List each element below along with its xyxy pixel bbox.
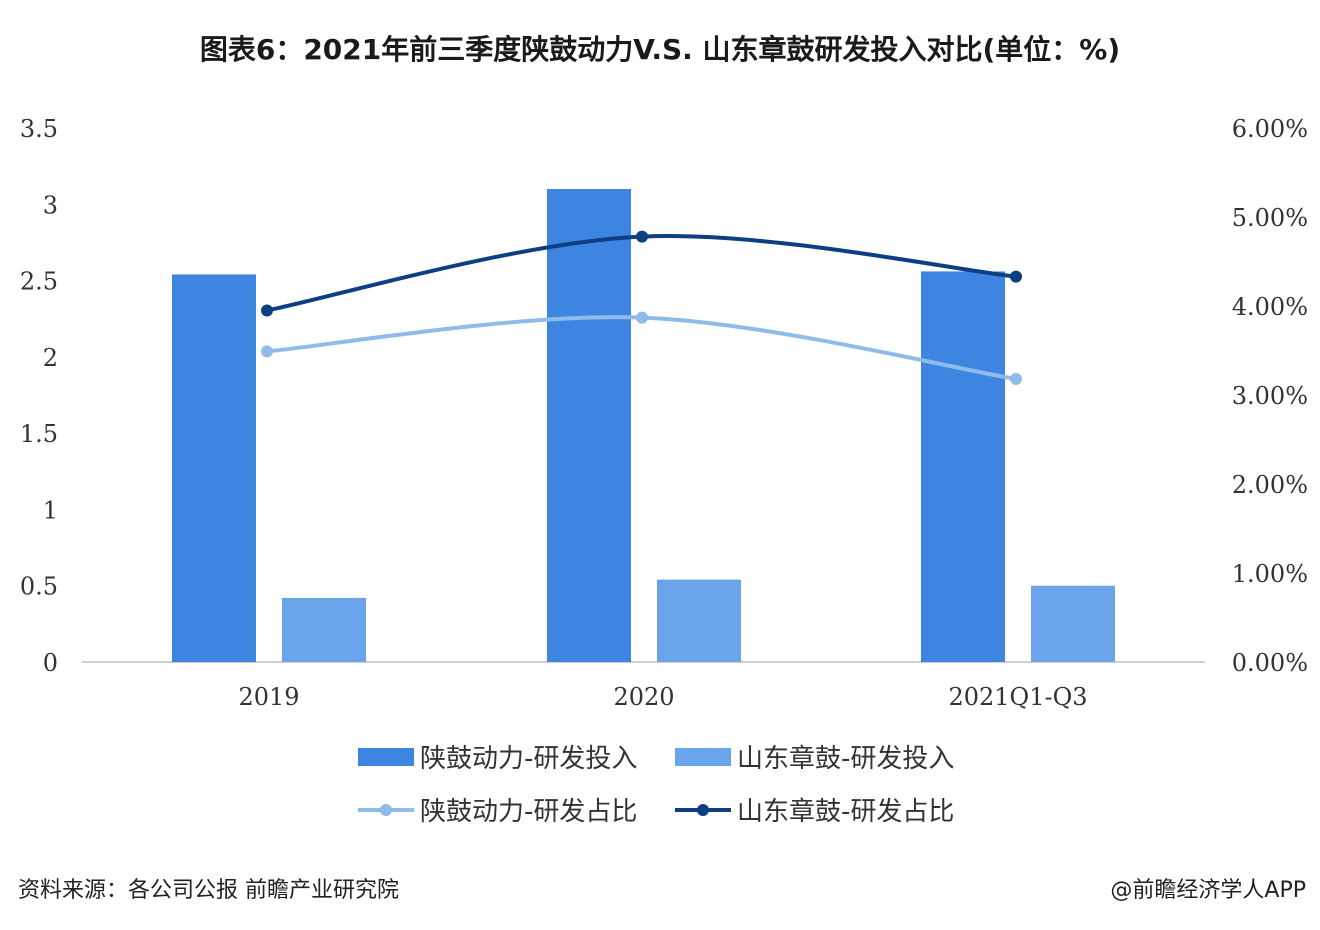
bar (282, 597, 366, 662)
left-tick-label: 1 (43, 496, 58, 524)
bar (547, 189, 631, 662)
series-line (266, 315, 1017, 381)
bar (657, 579, 741, 662)
legend-label: 陕鼓动力-研发占比 (420, 797, 637, 827)
source-note: 资料来源：各公司公报 前瞻产业研究院 (18, 878, 399, 903)
line-point (1010, 372, 1022, 385)
bar (1031, 585, 1115, 662)
line-point (1010, 270, 1022, 283)
line-point (261, 304, 273, 317)
left-axis: 0 0.5 1 1.5 2 2.5 3 3.5 (20, 115, 58, 677)
legend-marker (380, 804, 392, 816)
series-line (266, 234, 1017, 313)
x-tick-label: 2021Q1-Q3 (948, 683, 1087, 711)
legend-swatch (358, 748, 414, 766)
credit-note: @前瞻经济学人APP (1110, 878, 1306, 903)
right-tick-label: 3.00% (1232, 382, 1308, 410)
right-tick-label: 1.00% (1232, 560, 1308, 588)
line-point (636, 311, 648, 324)
x-tick-label: 2019 (238, 683, 299, 711)
legend-label: 陕鼓动力-研发投入 (420, 744, 637, 774)
legend-label: 山东章鼓-研发占比 (737, 797, 954, 827)
right-tick-label: 4.00% (1232, 293, 1308, 321)
line-layer (261, 230, 1022, 385)
chart-title: 图表6：2021年前三季度陕鼓动力V.S. 山东章鼓研发投入对比(单位：%) (199, 33, 1121, 66)
left-tick-label: 1.5 (20, 420, 58, 448)
right-tick-label: 2.00% (1232, 471, 1308, 499)
x-tick-label: 2020 (613, 683, 674, 711)
left-tick-label: 0.5 (20, 573, 58, 601)
right-tick-label: 5.00% (1232, 204, 1308, 232)
bar (921, 271, 1005, 662)
bar (172, 274, 256, 662)
left-tick-label: 0 (43, 649, 58, 677)
right-tick-label: 6.00% (1232, 115, 1308, 143)
bar-layer (172, 189, 1115, 662)
x-axis: 2019 2020 2021Q1-Q3 (238, 683, 1087, 711)
line-point (261, 345, 273, 358)
legend-marker (697, 804, 709, 816)
legend-label: 山东章鼓-研发投入 (737, 744, 954, 774)
left-tick-label: 2 (43, 344, 58, 372)
left-tick-label: 3.5 (20, 115, 58, 143)
legend-swatch (675, 748, 731, 766)
right-tick-label: 0.00% (1232, 649, 1308, 677)
left-tick-label: 2.5 (20, 268, 58, 296)
right-axis: 0.00% 1.00% 2.00% 3.00% 4.00% 5.00% 6.00% (1232, 115, 1308, 677)
left-tick-label: 3 (43, 191, 58, 219)
line-point (636, 230, 648, 243)
